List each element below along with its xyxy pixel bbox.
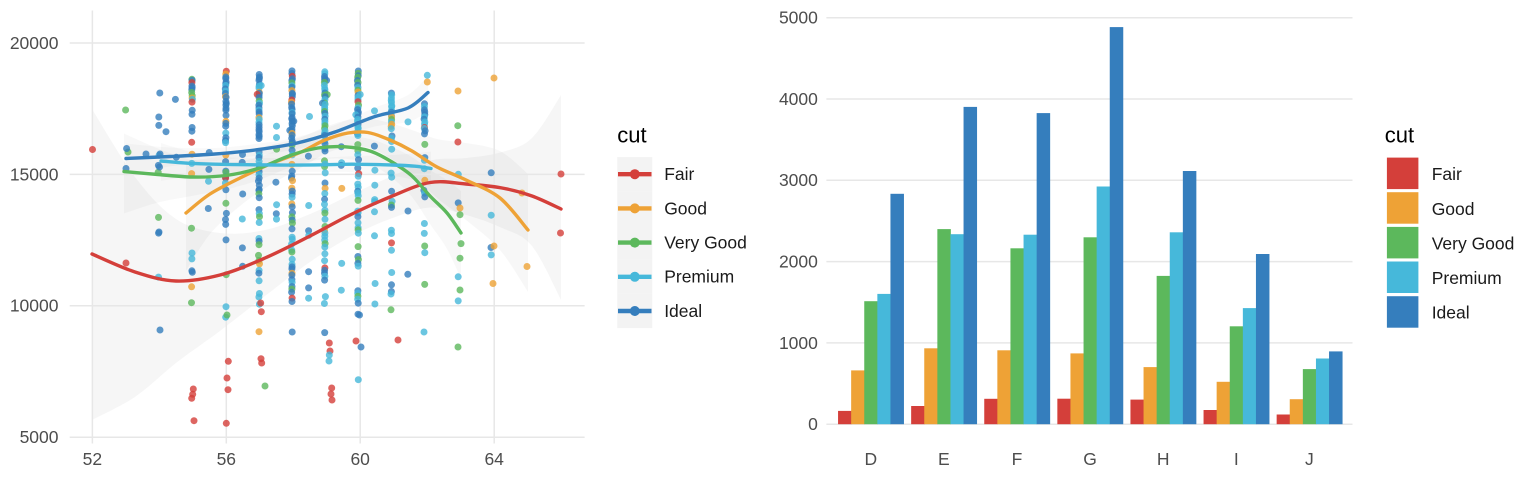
svg-text:5000: 5000 [20,427,59,447]
svg-text:cut: cut [617,123,646,148]
svg-text:Fair: Fair [1432,164,1462,184]
svg-text:Very Good: Very Good [664,233,747,253]
svg-text:20000: 20000 [10,33,59,53]
svg-text:5000: 5000 [779,8,818,28]
svg-text:4000: 4000 [779,89,818,109]
svg-text:3000: 3000 [779,170,818,190]
svg-text:G: G [1083,449,1097,469]
svg-text:Fair: Fair [664,164,694,184]
svg-text:10000: 10000 [10,296,59,316]
svg-text:60: 60 [350,449,370,469]
svg-text:Very Good: Very Good [1432,233,1515,253]
svg-text:Premium: Premium [1432,268,1502,288]
svg-text:64: 64 [484,449,504,469]
svg-text:15000: 15000 [10,164,59,184]
svg-text:Premium: Premium [664,267,734,287]
svg-text:52: 52 [83,449,102,469]
svg-text:Ideal: Ideal [1432,303,1470,323]
svg-text:D: D [864,449,877,469]
svg-text:J: J [1305,449,1314,469]
svg-text:Good: Good [1432,199,1475,219]
svg-text:2000: 2000 [779,252,818,272]
svg-text:56: 56 [217,449,236,469]
svg-text:Ideal: Ideal [664,301,702,321]
svg-text:cut: cut [1385,123,1414,148]
svg-text:E: E [938,449,950,469]
svg-text:Good: Good [664,198,707,218]
svg-text:F: F [1012,449,1023,469]
svg-text:0: 0 [808,414,818,434]
svg-text:H: H [1157,449,1170,469]
svg-text:I: I [1234,449,1239,469]
svg-text:1000: 1000 [779,333,818,353]
